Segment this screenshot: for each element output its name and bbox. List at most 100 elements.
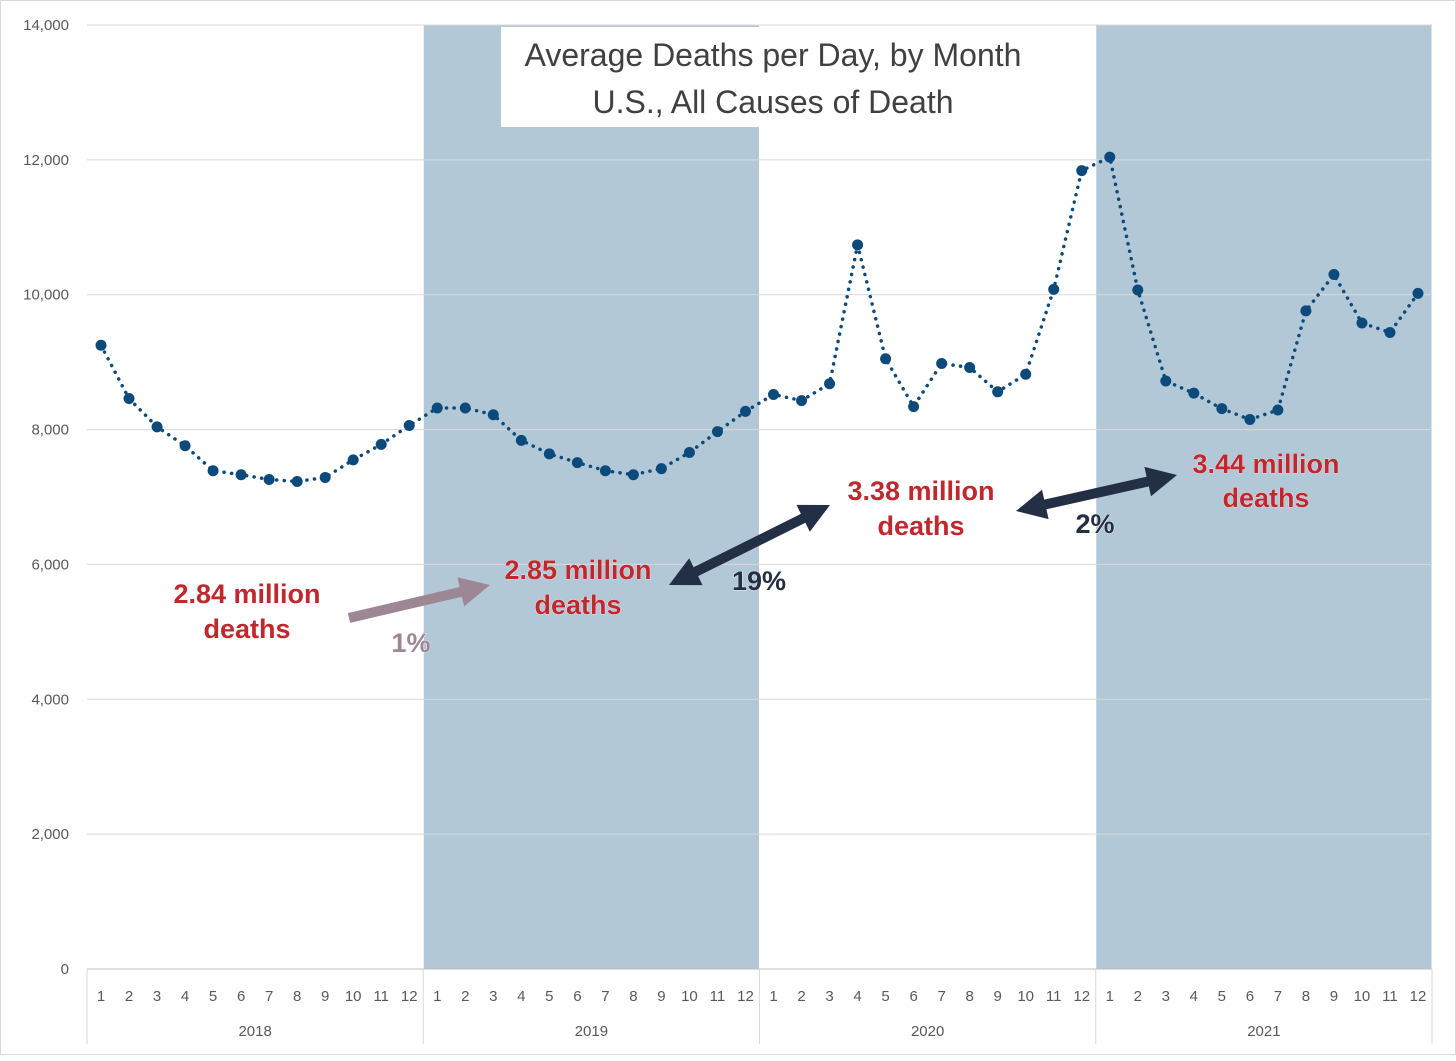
annotation-2021-line1: 3.44 million	[1192, 449, 1339, 479]
data-point	[1132, 284, 1144, 296]
data-point	[768, 389, 780, 401]
data-point	[1160, 375, 1172, 387]
data-point	[459, 402, 471, 414]
gridlines	[87, 24, 1432, 970]
x-tick-label-month: 4	[517, 988, 525, 1005]
annotation-2019-line1: 2.85 million	[504, 555, 651, 585]
x-tick-label-month: 7	[1274, 988, 1282, 1005]
data-point	[1216, 403, 1228, 415]
data-point	[711, 426, 723, 438]
y-tick-label: 8,000	[31, 422, 69, 439]
y-axis-ticks: 0 2,000 4,000 6,000 8,000 10,000 12,000 14,000	[23, 17, 69, 978]
data-point	[1048, 283, 1060, 295]
x-tick-label-month: 3	[825, 988, 833, 1005]
data-point	[1020, 368, 1032, 380]
data-point	[95, 339, 107, 351]
x-tick-label-month: 8	[965, 988, 973, 1005]
x-tick-label-month: 3	[153, 988, 161, 1005]
data-point	[1104, 151, 1116, 163]
data-point	[992, 386, 1004, 398]
x-tick-label-month: 4	[1190, 988, 1198, 1005]
annotation-2018-line2: deaths	[203, 614, 290, 644]
x-tick-label-month: 12	[1410, 988, 1427, 1005]
data-point	[1244, 413, 1256, 425]
data-point	[151, 421, 163, 433]
x-tick-label-month: 5	[881, 988, 889, 1005]
x-tick-label-month: 3	[1162, 988, 1170, 1005]
x-tick-label-month: 2	[125, 988, 133, 1005]
series-line	[95, 151, 1424, 487]
data-point	[263, 473, 275, 485]
y-tick-label: 12,000	[23, 152, 69, 169]
data-point	[1384, 326, 1396, 338]
data-point	[739, 405, 751, 417]
annotation-2019-line2: deaths	[534, 590, 621, 620]
x-tick-label-month: 10	[1354, 988, 1371, 1005]
data-point	[515, 434, 527, 446]
arrow-2018-to-2019	[347, 577, 490, 623]
x-tick-label-month: 2	[461, 988, 469, 1005]
data-point	[1076, 165, 1088, 177]
change-label-2019-2020: 19%	[732, 566, 786, 596]
annotation-2020-line2: deaths	[877, 511, 964, 541]
x-tick-label-month: 10	[681, 988, 698, 1005]
x-tick-label-year: 2018	[238, 1023, 271, 1040]
change-label-2018-2019: 1%	[391, 628, 430, 658]
data-point	[291, 475, 303, 487]
data-point	[1272, 404, 1284, 416]
data-point	[207, 465, 219, 477]
data-point	[431, 402, 443, 414]
x-tick-label-month: 4	[181, 988, 189, 1005]
x-tick-label-month: 10	[1017, 988, 1034, 1005]
annotation-2018-line1: 2.84 million	[173, 579, 320, 609]
arrow-2020-to-2021	[1016, 466, 1177, 520]
x-tick-label-month: 6	[573, 988, 581, 1005]
x-tick-label-month: 8	[293, 988, 301, 1005]
y-tick-label: 2,000	[31, 826, 69, 843]
data-point	[1328, 268, 1340, 280]
data-point	[179, 440, 191, 452]
x-axis: 1 2 3 4 5 6 7 8 9 10 11 12 1 2 3 4 5 6 7 8 9 10 11 12 1 2 3 4 5 6 7 8 9 1…	[86, 969, 1433, 1044]
data-point	[403, 420, 415, 432]
x-tick-label-month: 5	[1218, 988, 1226, 1005]
x-tick-label-month: 9	[994, 988, 1002, 1005]
chart-subtitle: U.S., All Causes of Death	[592, 84, 953, 120]
x-tick-label-year: 2021	[1247, 1023, 1280, 1040]
data-point	[1356, 317, 1368, 329]
change-arrows	[347, 466, 1177, 623]
x-tick-label-month: 2	[1134, 988, 1142, 1005]
x-tick-label-month: 9	[1330, 988, 1338, 1005]
y-tick-label: 4,000	[31, 691, 69, 708]
y-tick-label: 14,000	[23, 17, 69, 34]
data-point	[964, 362, 976, 374]
x-tick-label-month: 6	[1246, 988, 1254, 1005]
data-point	[375, 438, 387, 450]
data-point	[123, 393, 135, 405]
data-point	[487, 409, 499, 421]
x-tick-label-month: 11	[1382, 988, 1398, 1005]
x-tick-label-month: 5	[545, 988, 553, 1005]
chart-title: Average Deaths per Day, by Month	[525, 37, 1022, 73]
annotation-2021-line2: deaths	[1222, 483, 1309, 513]
data-point	[683, 446, 695, 458]
y-tick-label: 10,000	[23, 287, 69, 304]
data-point	[1412, 287, 1424, 299]
annotation-2020-line1: 3.38 million	[847, 476, 994, 506]
x-tick-label-month: 11	[1046, 988, 1062, 1005]
data-point	[347, 454, 359, 466]
data-point	[796, 395, 808, 407]
data-point	[655, 463, 667, 475]
x-tick-label-month: 12	[401, 988, 418, 1005]
x-tick-label-month: 6	[909, 988, 917, 1005]
chart-title-box: Average Deaths per Day, by Month U.S., A…	[501, 27, 1041, 127]
data-point	[571, 457, 583, 469]
data-point	[1300, 305, 1312, 317]
x-tick-label-month: 4	[853, 988, 861, 1005]
data-point	[543, 448, 555, 460]
x-tick-label-month: 1	[769, 988, 777, 1005]
x-tick-label-month: 1	[97, 988, 105, 1005]
title-background	[501, 27, 1041, 127]
x-tick-label-month: 6	[237, 988, 245, 1005]
